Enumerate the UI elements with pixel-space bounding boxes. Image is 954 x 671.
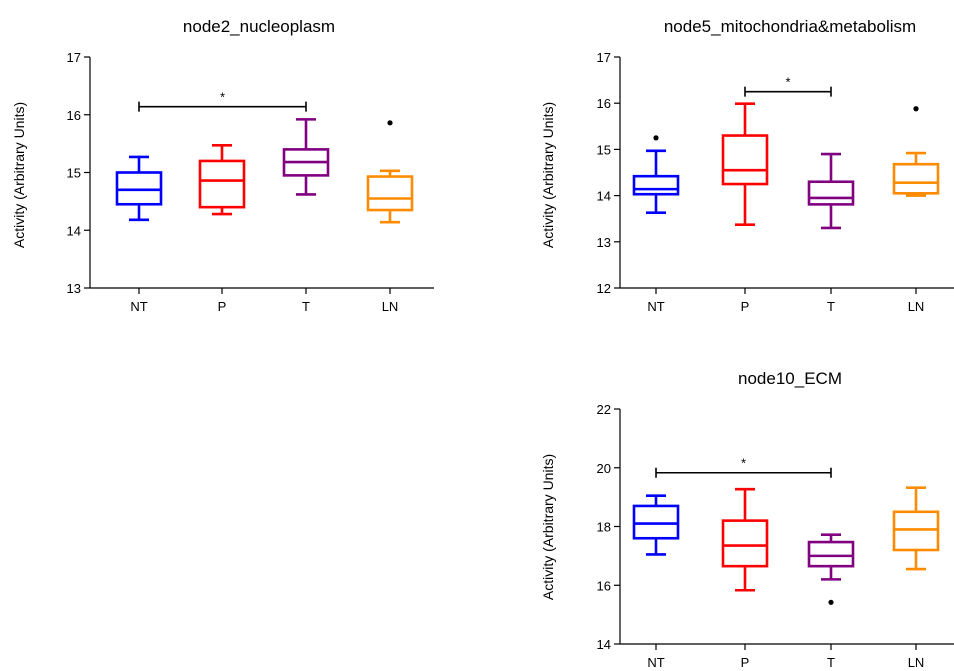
y-axis-label: Activity (Arbitrary Units) xyxy=(540,454,556,600)
box-iqr xyxy=(721,134,769,186)
y-tick-label: 15 xyxy=(597,142,611,157)
box-iqr xyxy=(632,174,680,196)
box-iqr xyxy=(807,180,855,206)
outlier-point xyxy=(828,599,834,605)
significance-bracket: * xyxy=(744,75,832,97)
y-tick-label: 17 xyxy=(67,50,81,65)
outlier-point xyxy=(913,106,919,112)
box-p xyxy=(721,487,769,592)
box-iqr xyxy=(892,510,940,552)
x-tick-label: LN xyxy=(908,655,925,670)
significance-star: * xyxy=(785,75,790,90)
x-tick-label: P xyxy=(218,299,227,314)
box-t xyxy=(807,533,855,605)
x-tick-label: P xyxy=(741,299,750,314)
x-tick-label: NT xyxy=(647,299,664,314)
box-nt xyxy=(632,135,680,214)
box-iqr xyxy=(892,162,940,195)
box-nt xyxy=(115,155,163,222)
box-iqr xyxy=(366,175,414,212)
x-tick-label: T xyxy=(827,299,835,314)
box-nt xyxy=(632,494,680,556)
y-tick-label: 18 xyxy=(597,520,611,535)
box-ln xyxy=(892,486,940,571)
x-tick-label: T xyxy=(302,299,310,314)
y-tick-label: 16 xyxy=(67,108,81,123)
box-iqr xyxy=(807,540,855,568)
panel-node5-mitochondria-metabolism: node5_mitochondria&metabolism Activity (… xyxy=(540,17,954,314)
y-tick-label: 16 xyxy=(597,578,611,593)
x-tick-label: T xyxy=(827,655,835,670)
box-t xyxy=(807,152,855,230)
significance-star: * xyxy=(220,90,225,105)
significance-bracket: * xyxy=(138,90,307,112)
y-tick-label: 15 xyxy=(67,166,81,181)
panel-title: node10_ECM xyxy=(738,369,842,388)
box-iqr xyxy=(115,171,163,206)
x-tick-label: P xyxy=(741,655,750,670)
x-tick-label: LN xyxy=(908,299,925,314)
outlier-point xyxy=(387,120,393,126)
panel-title: node5_mitochondria&metabolism xyxy=(664,17,916,36)
box-ln xyxy=(366,120,414,224)
significance-bracket: * xyxy=(655,456,832,478)
box-p xyxy=(198,144,246,216)
y-tick-label: 14 xyxy=(597,189,611,204)
y-axis-label: Activity (Arbitrary Units) xyxy=(11,102,27,248)
y-tick-label: 17 xyxy=(597,50,611,65)
y-tick-label: 14 xyxy=(597,637,611,652)
box-iqr xyxy=(632,504,680,540)
y-tick-label: 16 xyxy=(597,96,611,111)
x-tick-label: NT xyxy=(130,299,147,314)
box-iqr xyxy=(721,519,769,568)
panel-node10-ecm: node10_ECM Activity (Arbitrary Units) 14… xyxy=(540,369,954,670)
y-tick-label: 13 xyxy=(597,235,611,250)
y-axis-label: Activity (Arbitrary Units) xyxy=(540,102,556,248)
box-t xyxy=(282,118,330,196)
box-ln xyxy=(892,106,940,197)
box-iqr xyxy=(198,159,246,209)
y-tick-label: 22 xyxy=(597,402,611,417)
y-tick-label: 20 xyxy=(597,461,611,476)
y-tick-label: 12 xyxy=(597,281,611,296)
x-tick-label: NT xyxy=(647,655,664,670)
panel-node2-nucleoplasm: node2_nucleoplasm Activity (Arbitrary Un… xyxy=(11,17,434,314)
box-p xyxy=(721,102,769,227)
y-tick-label: 14 xyxy=(67,223,81,238)
x-tick-label: LN xyxy=(382,299,399,314)
significance-star: * xyxy=(741,456,746,471)
panel-title: node2_nucleoplasm xyxy=(183,17,335,36)
y-tick-label: 13 xyxy=(67,281,81,296)
outlier-point xyxy=(653,135,659,141)
